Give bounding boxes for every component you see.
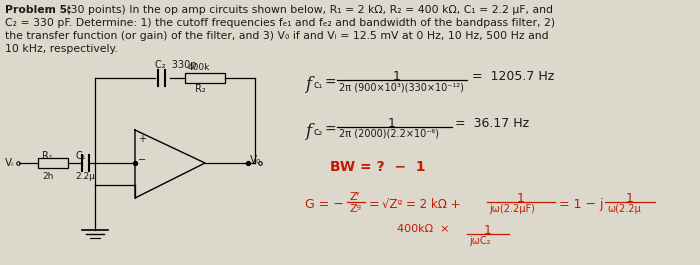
- Text: Problem 5:: Problem 5:: [5, 5, 71, 15]
- Bar: [38, 158, 68, 168]
- Text: 2π (900×10³)(330×10⁻¹²): 2π (900×10³)(330×10⁻¹²): [339, 82, 464, 92]
- Text: ω(2.2μ: ω(2.2μ: [607, 204, 640, 214]
- Text: 1: 1: [484, 224, 492, 237]
- Text: +: +: [138, 134, 146, 144]
- Text: jωC₂: jωC₂: [469, 236, 491, 246]
- Text: C₁: C₁: [75, 151, 85, 161]
- Text: =  1205.7 Hz: = 1205.7 Hz: [472, 70, 554, 83]
- Bar: [185, 73, 225, 83]
- Text: Zᶢ: Zᶢ: [349, 204, 361, 214]
- Text: 2π (2000)(2.2×10⁻⁶): 2π (2000)(2.2×10⁻⁶): [339, 129, 439, 139]
- Text: 1: 1: [393, 70, 401, 83]
- Text: R₂: R₂: [195, 84, 206, 94]
- Text: R₁: R₁: [42, 151, 52, 161]
- Text: 2h: 2h: [42, 172, 53, 181]
- Text: c₂: c₂: [314, 127, 323, 137]
- Text: 1: 1: [626, 192, 634, 205]
- Text: 1: 1: [388, 117, 396, 130]
- Text: 10 kHz, respectively.: 10 kHz, respectively.: [5, 44, 118, 54]
- Text: −: −: [138, 155, 146, 165]
- Text: (30 points) In the op amp circuits shown below, R₁ = 2 kΩ, R₂ = 400 kΩ, C₁ = 2.2: (30 points) In the op amp circuits shown…: [63, 5, 553, 15]
- Text: =: =: [325, 76, 337, 90]
- Text: V₀: V₀: [250, 155, 261, 165]
- Text: Vᵢ: Vᵢ: [5, 158, 14, 168]
- Text: the transfer function (or gain) of the filter, and 3) V₀ if and Vᵢ = 12.5 mV at : the transfer function (or gain) of the f…: [5, 31, 549, 41]
- Text: jω(2.2μF): jω(2.2μF): [489, 204, 535, 214]
- Text: f: f: [305, 76, 311, 93]
- Text: Zᶠ: Zᶠ: [349, 192, 360, 202]
- Text: 400kΩ  ×: 400kΩ ×: [397, 224, 449, 234]
- Text: =: =: [325, 123, 337, 137]
- Text: 400k: 400k: [188, 63, 211, 72]
- Text: G = −: G = −: [305, 198, 344, 211]
- Text: = 1 − j: = 1 − j: [559, 198, 603, 211]
- Text: =  36.17 Hz: = 36.17 Hz: [455, 117, 529, 130]
- Text: =: =: [369, 198, 379, 211]
- Text: C₂ = 330 pF. Determine: 1) the cutoff frequencies fₑ₁ and fₑ₂ and bandwidth of t: C₂ = 330 pF. Determine: 1) the cutoff fr…: [5, 18, 555, 28]
- Text: 2.2μ: 2.2μ: [75, 172, 95, 181]
- Text: f: f: [305, 123, 311, 140]
- Text: c₁: c₁: [314, 80, 323, 90]
- Text: √Zᶢ = 2 kΩ +: √Zᶢ = 2 kΩ +: [382, 198, 461, 211]
- Text: C₂  330p: C₂ 330p: [155, 60, 197, 70]
- Text: 1: 1: [517, 192, 525, 205]
- Text: BW = ?  −  1: BW = ? − 1: [330, 160, 426, 174]
